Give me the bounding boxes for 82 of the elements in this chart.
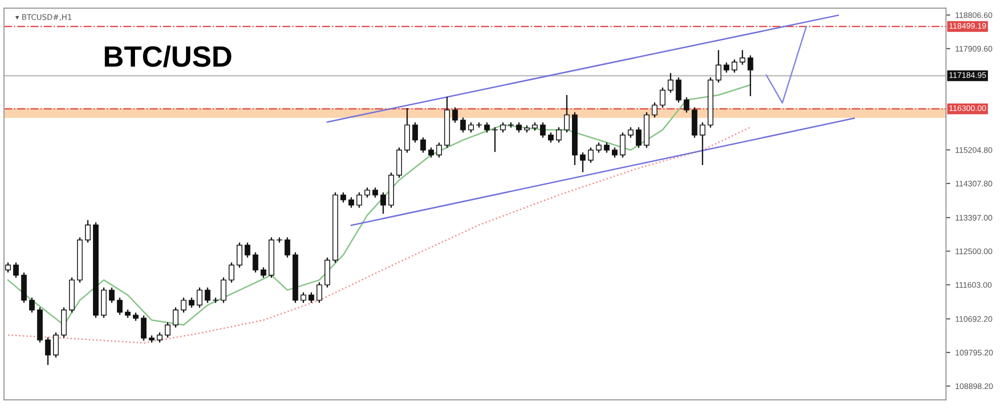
candlestick: [308, 292, 314, 304]
candlestick: [548, 132, 554, 144]
y-tick-label: 110692.20: [956, 316, 992, 322]
candlestick: [228, 262, 234, 284]
candlestick: [108, 286, 115, 304]
candlestick: [588, 146, 594, 164]
candlestick: [13, 262, 19, 278]
candlestick: [140, 314, 147, 342]
candlestick: [420, 136, 426, 154]
candlestick: [732, 58, 738, 74]
candlestick: [53, 332, 59, 358]
candlestick: [45, 336, 51, 366]
candlestick: [29, 296, 35, 314]
ref-line-label: 116300.00: [949, 105, 986, 112]
candlestick: [244, 242, 250, 258]
candlestick: [188, 296, 194, 308]
candlestick: [700, 122, 706, 166]
candlestick: [652, 102, 658, 118]
candlestick: [556, 126, 562, 144]
candlestick: [500, 122, 506, 134]
candlestick: [204, 286, 210, 304]
candlestick: [5, 262, 11, 274]
candlestick: [116, 296, 123, 316]
candlestick: [580, 152, 586, 173]
candlestick: [172, 306, 178, 328]
candlestick: [684, 96, 690, 114]
y-tick-label: 114307.80: [956, 180, 992, 186]
y-tick-label: 115204.80: [956, 147, 992, 153]
line-series: [7, 84, 752, 326]
candlestick: [164, 322, 170, 338]
candlestick: [748, 54, 754, 97]
candlestick: [196, 286, 202, 308]
y-tick-label: 113397.00: [956, 214, 992, 221]
candlestick: [596, 142, 602, 154]
candlestick: [660, 86, 666, 108]
candlestick: [484, 122, 490, 134]
y-tick-label: 111603.00: [956, 282, 992, 288]
candlestick: [252, 252, 258, 274]
candlestick: [412, 122, 418, 144]
candlestick: [724, 62, 730, 74]
candlestick: [460, 116, 466, 134]
candlestick: [436, 142, 442, 158]
candlestick: [604, 142, 610, 154]
candlestick: [612, 146, 618, 158]
candlestick: [340, 192, 346, 204]
candlestick: [348, 196, 354, 208]
y-tick-label: 109795.20: [956, 350, 993, 356]
ref-line-label: 118499.19: [949, 22, 986, 29]
candlestick: [260, 266, 266, 278]
candlestick: [492, 126, 498, 153]
candlestick: [380, 192, 386, 214]
candlestick: [516, 122, 522, 134]
candlestick: [676, 76, 682, 104]
candlestick: [316, 282, 322, 304]
candlestick: [628, 126, 634, 138]
y-tick-label: 118806.60: [956, 12, 992, 18]
candlestick: [540, 122, 546, 138]
candlestick: [180, 296, 186, 314]
candlestick: [300, 292, 306, 304]
candlestick: [636, 126, 642, 148]
candlestick: [156, 332, 162, 344]
line-series: [7, 126, 752, 344]
candlestick: [468, 122, 474, 134]
y-tick-label: 112500.00: [956, 248, 992, 254]
ref-line-label: 117184.95: [949, 72, 986, 78]
candlestick: [668, 72, 674, 94]
candlestick: [428, 146, 434, 158]
candlestick: [620, 132, 626, 158]
candlestick: [236, 242, 242, 268]
y-tick-label: 108898.20: [956, 383, 993, 390]
y-tick-label: 117909.60: [956, 46, 992, 52]
candlestick: [716, 49, 722, 84]
candlestick: [356, 192, 362, 208]
text: BTC/USD: [104, 45, 232, 68]
candlestick: [452, 106, 458, 124]
candlestick: [284, 236, 290, 258]
candlestick: [372, 186, 378, 198]
candlestick: [740, 49, 746, 66]
candlestick: [85, 219, 91, 244]
candlestick: [564, 94, 570, 134]
candlestick: [364, 186, 370, 198]
candlestick: [220, 276, 226, 304]
